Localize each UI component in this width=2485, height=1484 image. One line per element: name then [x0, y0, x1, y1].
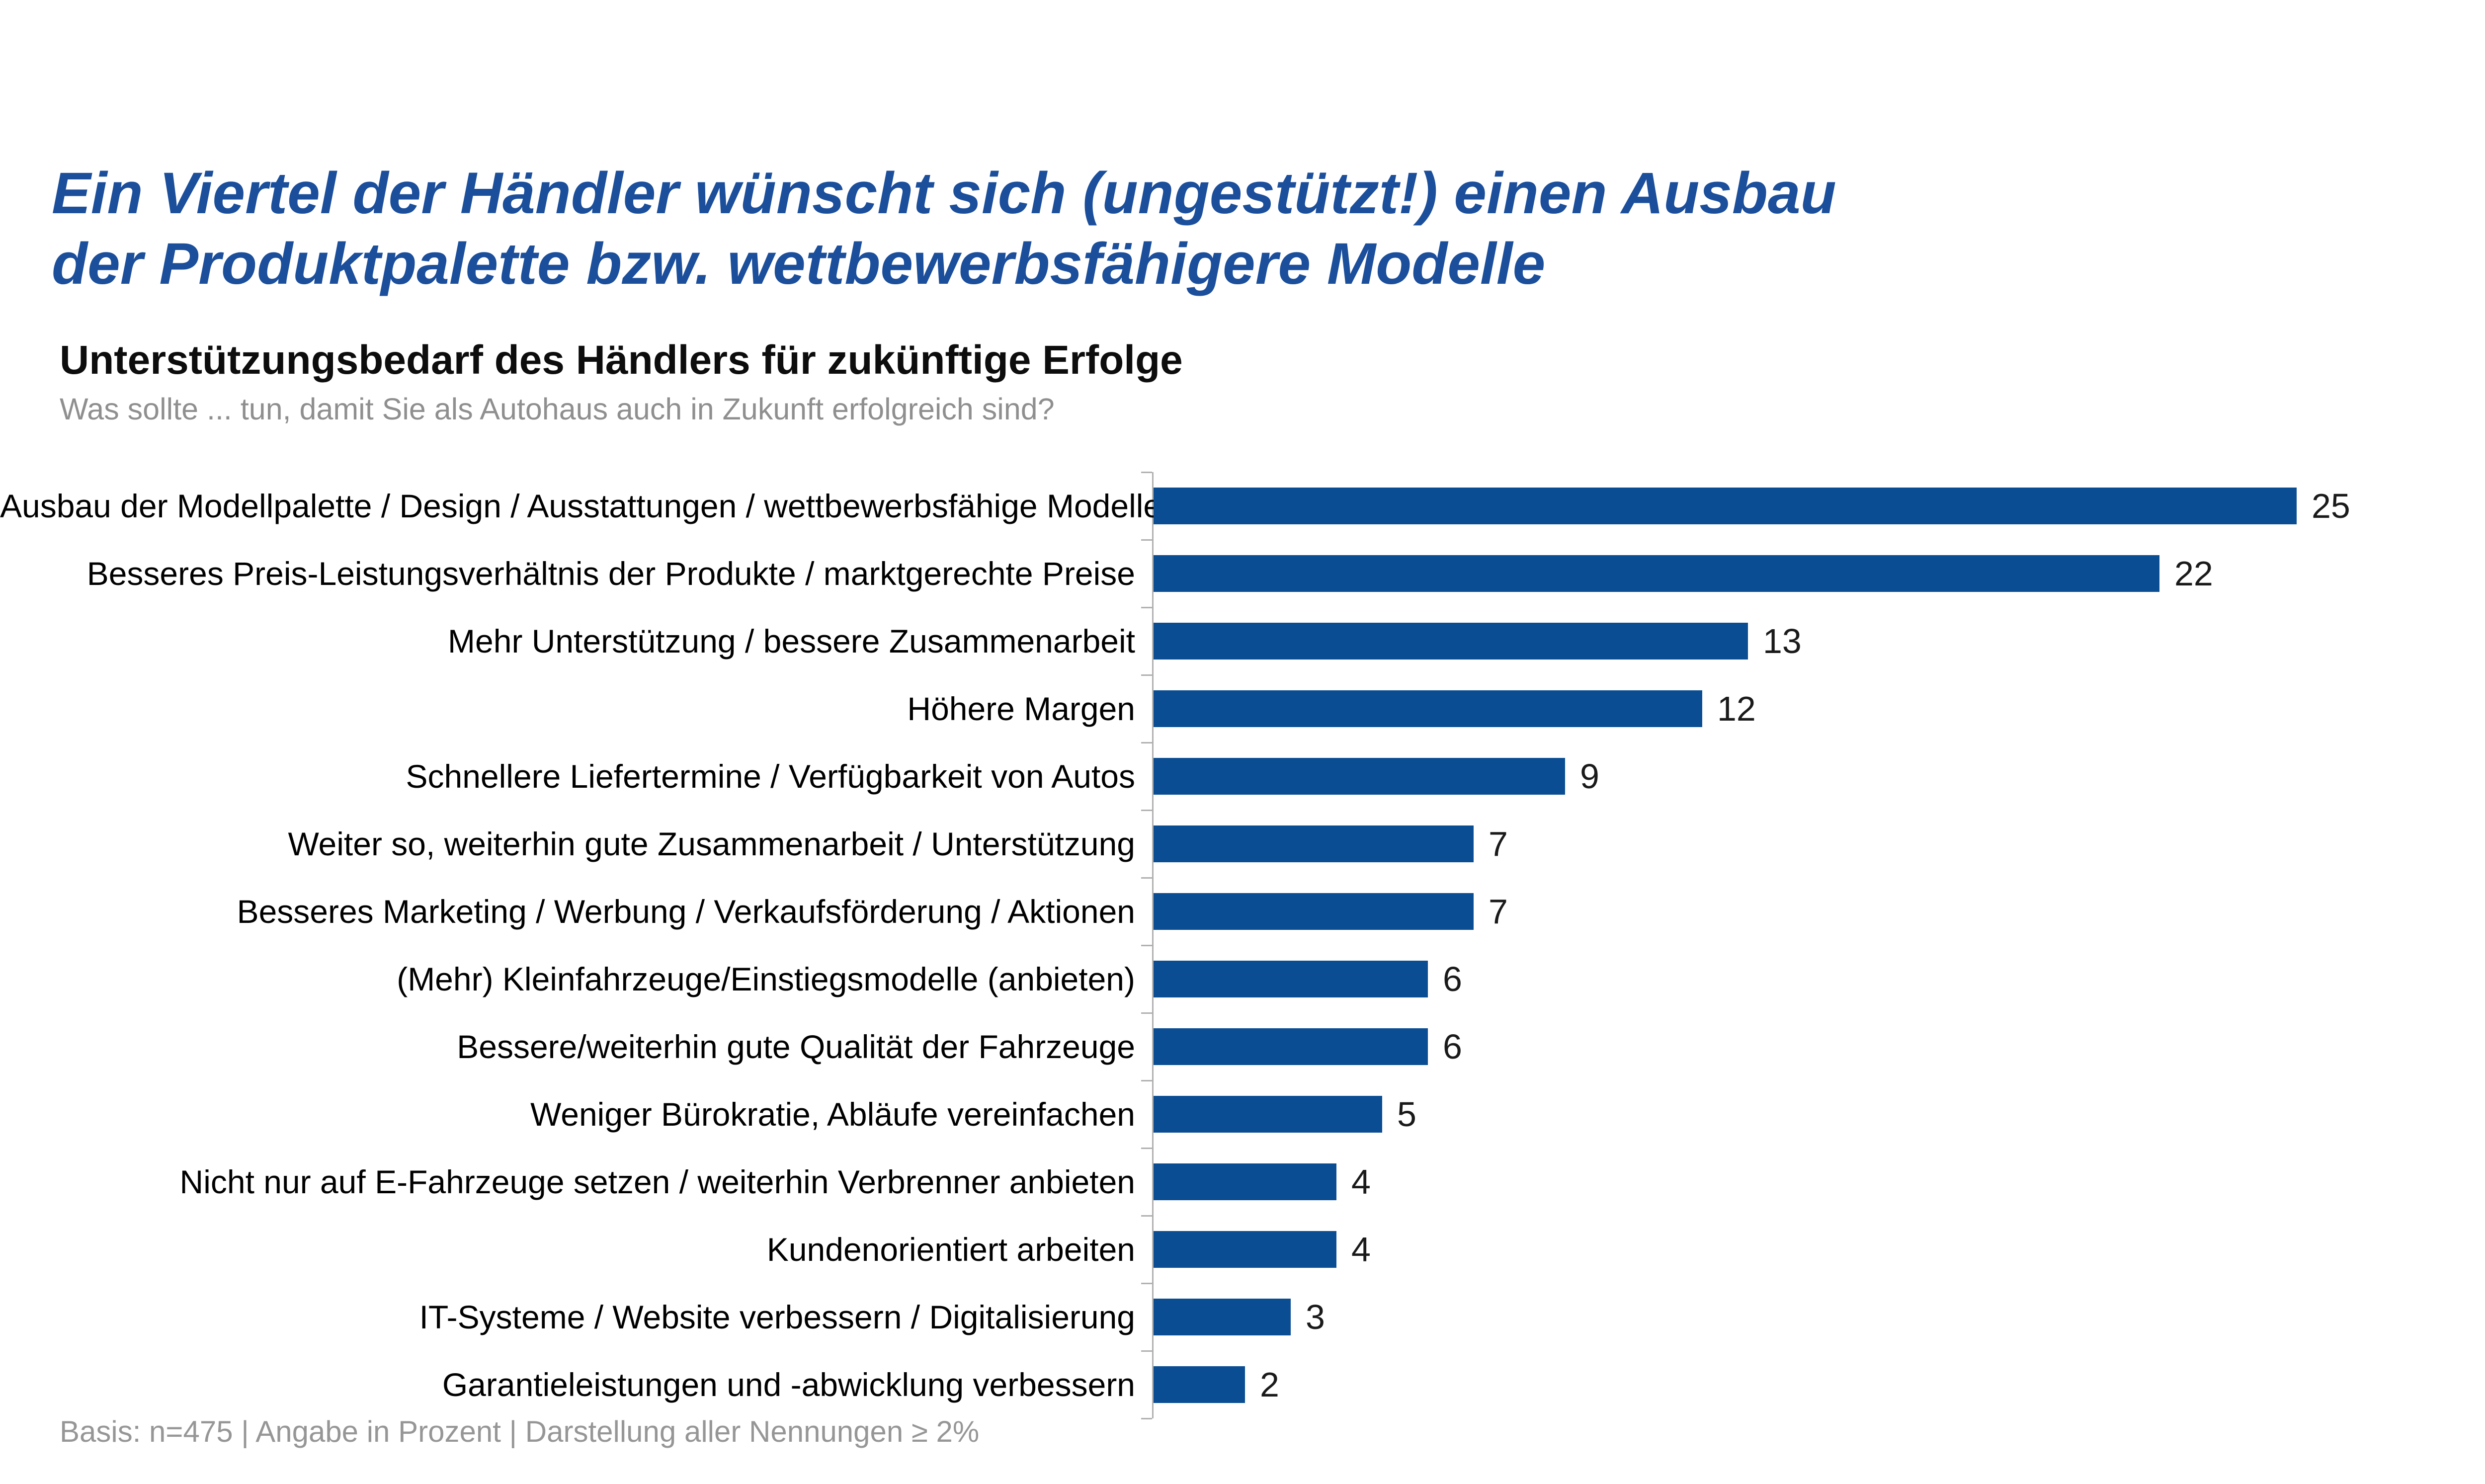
bar: [1154, 488, 2297, 524]
category-label: Besseres Marketing / Werbung / Verkaufsf…: [237, 893, 1135, 930]
bar-zone: 4: [1152, 1148, 2485, 1216]
value-label: 2: [1260, 1365, 1279, 1404]
chart-row: Höhere Margen 12: [0, 675, 2485, 742]
bar-zone: 3: [1152, 1283, 2485, 1351]
bar: [1154, 623, 1748, 660]
footer-basis-note: Basis: n=475 | Angabe in Prozent | Darst…: [60, 1415, 980, 1448]
bar: [1154, 1366, 1245, 1403]
axis-tick: [1141, 472, 1152, 473]
chart-question: Was sollte ... tun, damit Sie als Autoha…: [60, 392, 1055, 426]
value-label: 4: [1351, 1230, 1371, 1269]
axis-tick: [1141, 1283, 1152, 1284]
category-label: Schnellere Liefertermine / Verfügbarkeit…: [406, 758, 1135, 795]
value-label: 12: [1717, 689, 1756, 728]
value-label: 6: [1443, 960, 1462, 998]
bar-zone: 12: [1152, 675, 2485, 742]
chart-row: Ausbau der Modellpalette / Design / Auss…: [0, 472, 2485, 540]
category-label: Weniger Bürokratie, Abläufe vereinfachen: [530, 1096, 1135, 1133]
category-label: Mehr Unterstützung / bessere Zusammenarb…: [448, 623, 1135, 660]
chart-row: Schnellere Liefertermine / Verfügbarkeit…: [0, 742, 2485, 810]
chart-row: Garantieleistungen und -abwicklung verbe…: [0, 1351, 2485, 1418]
axis-tick: [1141, 945, 1152, 946]
value-label: 6: [1443, 1027, 1462, 1066]
bar-zone: 5: [1152, 1080, 2485, 1148]
chart-row: (Mehr) Kleinfahrzeuge/Einstiegsmodelle (…: [0, 945, 2485, 1013]
bar: [1154, 758, 1565, 795]
bar: [1154, 1096, 1382, 1133]
category-label: Besseres Preis-Leistungsverhältnis der P…: [86, 555, 1135, 592]
category-label: Nicht nur auf E-Fahrzeuge setzen / weite…: [179, 1163, 1135, 1200]
category-label: Bessere/weiterhin gute Qualität der Fahr…: [457, 1028, 1135, 1065]
value-label: 25: [2312, 487, 2350, 525]
chart-row: Nicht nur auf E-Fahrzeuge setzen / weite…: [0, 1148, 2485, 1216]
page-title: Ein Viertel der Händler wünscht sich (un…: [52, 158, 1836, 299]
chart-row: Bessere/weiterhin gute Qualität der Fahr…: [0, 1013, 2485, 1080]
value-label: 22: [2174, 554, 2213, 593]
axis-tick: [1141, 1148, 1152, 1149]
category-label: (Mehr) Kleinfahrzeuge/Einstiegsmodelle (…: [397, 961, 1135, 997]
page-title-line1: Ein Viertel der Händler wünscht sich (un…: [52, 161, 1836, 226]
axis-tick: [1141, 1418, 1152, 1419]
bar: [1154, 1231, 1336, 1268]
bar: [1154, 893, 1474, 930]
bar-zone: 7: [1152, 810, 2485, 878]
category-label: Garantieleistungen und -abwicklung verbe…: [442, 1366, 1135, 1403]
value-label: 3: [1306, 1298, 1325, 1336]
bar-zone: 13: [1152, 607, 2485, 675]
category-label: IT-Systeme / Website verbessern / Digita…: [419, 1299, 1135, 1335]
axis-tick: [1141, 674, 1152, 676]
axis-tick: [1141, 539, 1152, 541]
bar-zone: 4: [1152, 1216, 2485, 1283]
category-label: Weiter so, weiterhin gute Zusammenarbeit…: [288, 825, 1135, 862]
axis-tick: [1141, 1215, 1152, 1217]
value-label: 4: [1351, 1162, 1371, 1201]
bar-chart: Ausbau der Modellpalette / Design / Auss…: [0, 472, 2485, 1419]
bar: [1154, 961, 1428, 997]
axis-tick: [1141, 810, 1152, 811]
value-label: 13: [1763, 622, 1802, 660]
category-label: Kundenorientiert arbeiten: [766, 1231, 1135, 1268]
chart-row: Weiter so, weiterhin gute Zusammenarbeit…: [0, 810, 2485, 878]
chart-heading: Unterstützungsbedarf des Händlers für zu…: [60, 337, 1183, 383]
bar-zone: 25: [1152, 472, 2485, 540]
bar: [1154, 1163, 1336, 1200]
axis-tick: [1141, 742, 1152, 743]
bar: [1154, 825, 1474, 862]
chart-row: Weniger Bürokratie, Abläufe vereinfachen…: [0, 1080, 2485, 1148]
axis-tick: [1141, 877, 1152, 879]
bar: [1154, 690, 1702, 727]
category-label: Höhere Margen: [907, 690, 1135, 727]
value-label: 7: [1489, 892, 1508, 931]
bar: [1154, 1028, 1428, 1065]
bar-zone: 2: [1152, 1351, 2485, 1418]
bar: [1154, 555, 2159, 592]
axis-tick: [1141, 1080, 1152, 1081]
axis-tick: [1141, 1350, 1152, 1352]
value-label: 5: [1397, 1095, 1416, 1134]
axis-tick: [1141, 607, 1152, 608]
bar-zone: 7: [1152, 878, 2485, 945]
value-label: 9: [1580, 757, 1599, 796]
chart-row: IT-Systeme / Website verbessern / Digita…: [0, 1283, 2485, 1351]
axis-tick: [1141, 1012, 1152, 1014]
value-label: 7: [1489, 824, 1508, 863]
category-axis-line: [1152, 472, 1154, 1418]
bar-zone: 6: [1152, 945, 2485, 1013]
category-label: Ausbau der Modellpalette / Design / Auss…: [0, 488, 1162, 524]
bar-zone: 9: [1152, 742, 2485, 810]
chart-row: Besseres Preis-Leistungsverhältnis der P…: [0, 540, 2485, 607]
chart-row: Kundenorientiert arbeiten 4: [0, 1216, 2485, 1283]
page-title-line2: der Produktpalette bzw. wettbewerbsfähig…: [52, 231, 1546, 297]
chart-row: Mehr Unterstützung / bessere Zusammenarb…: [0, 607, 2485, 675]
bar-zone: 22: [1152, 540, 2485, 607]
bar-zone: 6: [1152, 1013, 2485, 1080]
bar: [1154, 1299, 1291, 1335]
chart-row: Besseres Marketing / Werbung / Verkaufsf…: [0, 878, 2485, 945]
